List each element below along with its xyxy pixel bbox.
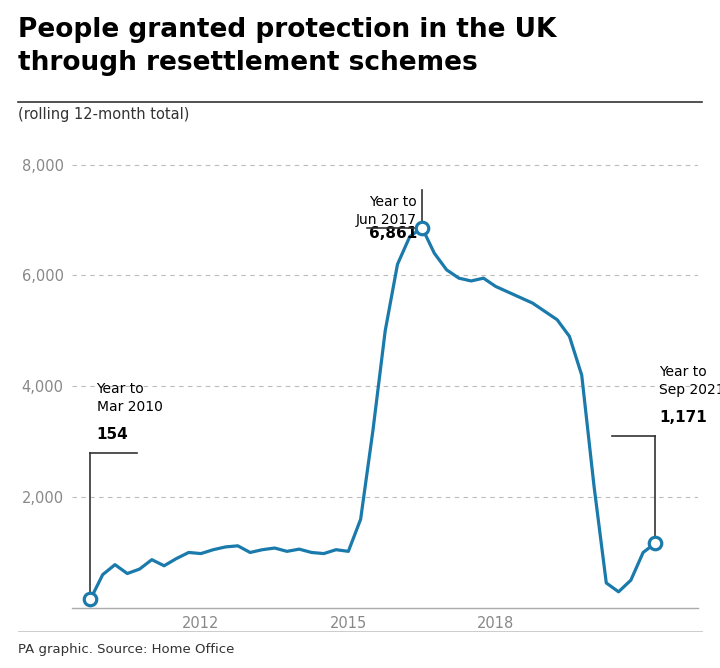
Text: 154: 154 — [96, 427, 128, 442]
Text: 6,861: 6,861 — [369, 226, 417, 240]
Text: through resettlement schemes: through resettlement schemes — [18, 50, 478, 76]
Text: People granted protection in the UK: People granted protection in the UK — [18, 17, 557, 43]
Text: 1,171: 1,171 — [659, 410, 707, 425]
Text: Year to
Jun 2017: Year to Jun 2017 — [356, 195, 417, 227]
Text: PA graphic. Source: Home Office: PA graphic. Source: Home Office — [18, 643, 235, 656]
Text: Year to
Sep 2021: Year to Sep 2021 — [659, 365, 720, 397]
Text: (rolling 12-month total): (rolling 12-month total) — [18, 107, 189, 122]
Text: Year to
Mar 2010: Year to Mar 2010 — [96, 381, 163, 414]
